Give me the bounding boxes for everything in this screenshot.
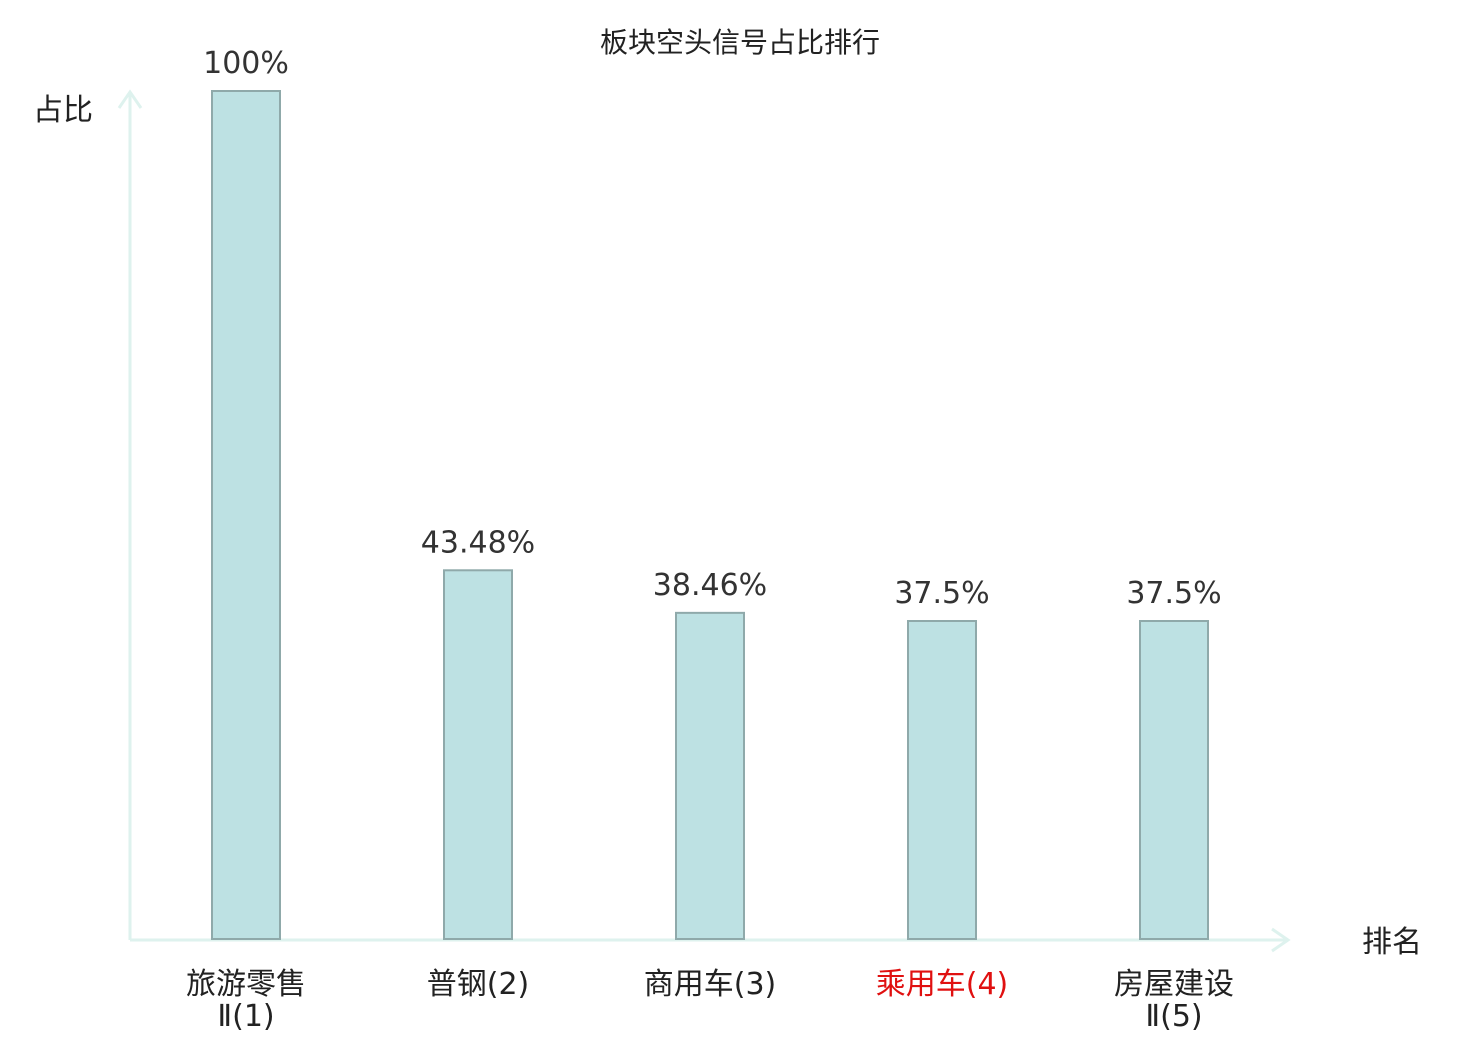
value-label-5: 37.5% [1126, 576, 1221, 611]
bar-2 [443, 569, 513, 940]
category-label-1-line-1: 旅游零售 [186, 967, 306, 1002]
value-label-4: 37.5% [894, 576, 989, 611]
bar-1 [211, 90, 281, 940]
x-axis-label: 排名 [1362, 925, 1422, 960]
bar-5 [1139, 620, 1209, 940]
category-label-5-line-2: Ⅱ(5) [1145, 999, 1202, 1034]
y-axis-label: 占比 [33, 93, 93, 128]
category-label-2: 普钢(2) [427, 967, 530, 1002]
category-label-5-line-1: 房屋建设 [1114, 967, 1234, 1002]
category-label-1-line-2: Ⅱ(1) [217, 999, 274, 1034]
bar-3 [675, 611, 745, 940]
y-axis [117, 89, 143, 940]
category-label-4: 乘用车(4) [876, 967, 1009, 1002]
category-label-3: 商用车(3) [644, 967, 777, 1002]
value-label-3: 38.46% [653, 568, 767, 603]
value-labels-group: 100% 43.48% 38.46% 37.5% 37.5% [203, 46, 1222, 611]
bars-group [211, 90, 1209, 940]
value-label-2: 43.48% [421, 525, 535, 560]
x-axis [130, 927, 1291, 953]
chart-title: 板块空头信号占比排行 [600, 26, 880, 59]
value-label-1: 100% [203, 46, 289, 81]
bar-4 [907, 620, 977, 940]
